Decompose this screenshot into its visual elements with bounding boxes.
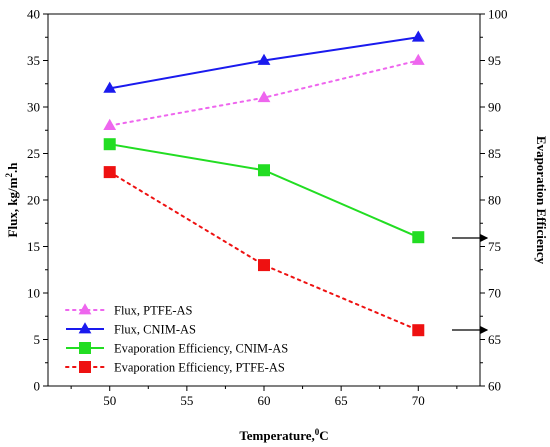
- legend-swatch-marker: [79, 342, 91, 354]
- series-layer: [103, 30, 425, 337]
- legend-item-3: Evaporation Efficiency, CNIM-AS: [66, 342, 288, 356]
- data-point: [258, 259, 270, 272]
- y2-tick-label: 85: [488, 146, 501, 161]
- y-tick-label: 0: [34, 379, 41, 394]
- data-point: [103, 166, 116, 179]
- y2-axis-title: Evaporation Efficiency: [534, 136, 549, 265]
- y2-axis-ticks: 60 65 70 75 80 85 90 95 100: [480, 7, 508, 394]
- legend-label: Flux, PTFE-AS: [114, 304, 193, 318]
- y-tick-label: 20: [27, 193, 40, 208]
- data-point: [257, 90, 271, 103]
- series-3: [103, 138, 425, 244]
- data-point: [412, 324, 425, 337]
- data-point: [103, 81, 117, 93]
- y2-tick-label: 70: [488, 286, 501, 301]
- y-axis-ticks: 0 5 10 15 20 25 30 35 40: [27, 7, 48, 394]
- legend-swatch-marker: [78, 303, 92, 315]
- data-point: [412, 231, 425, 244]
- data-point: [411, 30, 425, 42]
- x-tick-label: 60: [258, 393, 271, 408]
- y-tick-label: 15: [27, 239, 40, 254]
- y2-tick-label: 80: [488, 193, 501, 208]
- series-4: [103, 166, 425, 337]
- legend-label: Flux, CNIM-AS: [114, 323, 196, 337]
- y-tick-label: 10: [27, 286, 40, 301]
- x-tick-label: 70: [412, 393, 425, 408]
- y2-tick-label: 60: [488, 379, 501, 394]
- y-tick-label: 40: [27, 7, 40, 22]
- y2-tick-label: 65: [488, 332, 501, 347]
- series-2: [103, 30, 425, 93]
- x-tick-label: 55: [180, 393, 193, 408]
- y2-tick-label: 100: [488, 7, 508, 22]
- data-point: [103, 138, 116, 151]
- legend: Flux, PTFE-AS Flux, CNIM-AS Evaporation Ef…: [65, 303, 288, 375]
- legend-item-2: Flux, CNIM-AS: [66, 322, 196, 337]
- data-point: [258, 164, 270, 177]
- legend-item-4: Evaporation Efficiency, PTFE-AS: [65, 361, 285, 375]
- legend-label: Evaporation Efficiency, CNIM-AS: [114, 342, 288, 356]
- y2-tick-label: 95: [488, 53, 501, 68]
- data-point: [411, 53, 425, 65]
- legend-label: Evaporation Efficiency, PTFE-AS: [114, 361, 285, 375]
- data-point: [257, 53, 271, 65]
- y-tick-label: 35: [27, 53, 40, 68]
- y-tick-label: 25: [27, 146, 40, 161]
- series-1: [103, 53, 425, 130]
- data-point: [103, 118, 117, 130]
- x-tick-label: 65: [335, 393, 348, 408]
- y2-tick-label: 75: [488, 239, 501, 254]
- x-axis-title: Temperature,0C: [239, 427, 328, 443]
- x-axis-ticks: 50 55 60 65 70: [70, 386, 458, 408]
- legend-item-1: Flux, PTFE-AS: [65, 303, 193, 318]
- x-tick-label: 50: [103, 393, 116, 408]
- pointer-arrows: [452, 233, 489, 335]
- y-tick-label: 30: [27, 100, 40, 115]
- y2-tick-label: 90: [488, 100, 501, 115]
- legend-swatch-marker: [78, 322, 92, 334]
- legend-swatch-marker: [79, 361, 91, 373]
- series-line: [109, 143, 419, 239]
- y-axis-title: Flux, kg/m2.h: [4, 162, 20, 238]
- y-tick-label: 5: [34, 332, 41, 347]
